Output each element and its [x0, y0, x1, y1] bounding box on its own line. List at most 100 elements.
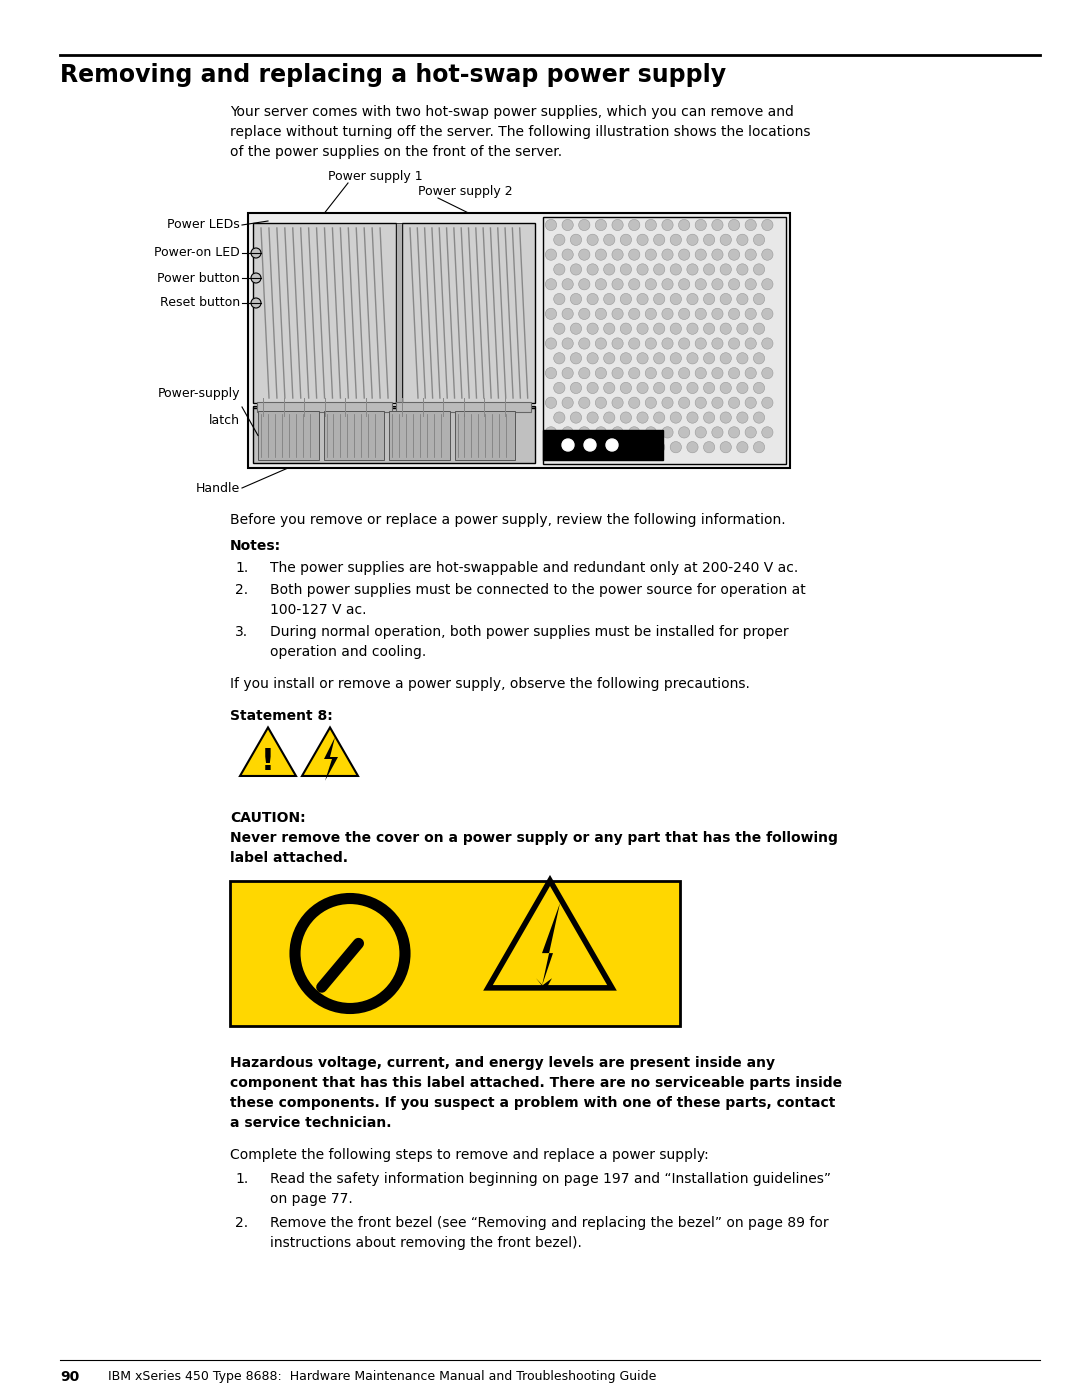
- Polygon shape: [488, 880, 612, 988]
- Circle shape: [703, 441, 715, 453]
- Circle shape: [604, 323, 615, 334]
- Circle shape: [545, 309, 556, 320]
- Circle shape: [554, 412, 565, 423]
- Text: Complete the following steps to remove and replace a power supply:: Complete the following steps to remove a…: [230, 1148, 708, 1162]
- Circle shape: [570, 383, 582, 394]
- Circle shape: [251, 272, 261, 284]
- Circle shape: [570, 412, 582, 423]
- Circle shape: [687, 293, 698, 305]
- Text: !: !: [261, 747, 275, 775]
- Circle shape: [712, 309, 723, 320]
- Circle shape: [653, 264, 665, 275]
- Circle shape: [678, 338, 690, 349]
- Circle shape: [579, 426, 590, 439]
- Circle shape: [545, 278, 556, 291]
- Circle shape: [745, 338, 756, 349]
- Circle shape: [696, 367, 706, 379]
- Circle shape: [696, 338, 706, 349]
- Text: Your server comes with two hot-swap power supplies, which you can remove and: Your server comes with two hot-swap powe…: [230, 105, 794, 119]
- Circle shape: [612, 338, 623, 349]
- Text: Handle: Handle: [195, 482, 240, 495]
- Circle shape: [620, 383, 632, 394]
- Circle shape: [637, 412, 648, 423]
- Circle shape: [579, 249, 590, 260]
- Text: Hazardous voltage, current, and energy levels are present inside any: Hazardous voltage, current, and energy l…: [230, 1056, 775, 1070]
- Circle shape: [251, 298, 261, 307]
- Circle shape: [720, 264, 731, 275]
- Bar: [230, 882, 680, 1025]
- Circle shape: [645, 426, 657, 439]
- Circle shape: [645, 249, 657, 260]
- Circle shape: [703, 352, 715, 365]
- Circle shape: [595, 249, 607, 260]
- Circle shape: [728, 278, 740, 291]
- Circle shape: [687, 323, 698, 334]
- Circle shape: [712, 219, 723, 231]
- Circle shape: [586, 235, 598, 246]
- Circle shape: [562, 439, 573, 451]
- Circle shape: [687, 412, 698, 423]
- Circle shape: [703, 323, 715, 334]
- Circle shape: [703, 383, 715, 394]
- Circle shape: [604, 383, 615, 394]
- Circle shape: [761, 219, 773, 231]
- Text: a service technician.: a service technician.: [230, 1116, 391, 1130]
- Circle shape: [562, 426, 573, 439]
- Circle shape: [745, 426, 756, 439]
- Bar: [258, 411, 319, 460]
- Circle shape: [620, 323, 632, 334]
- Text: Power button: Power button: [158, 271, 240, 285]
- Circle shape: [612, 397, 623, 408]
- Circle shape: [720, 293, 731, 305]
- Circle shape: [604, 412, 615, 423]
- Circle shape: [737, 383, 748, 394]
- Circle shape: [754, 412, 765, 423]
- Text: 100-127 V ac.: 100-127 V ac.: [270, 604, 366, 617]
- Bar: [248, 212, 789, 468]
- Circle shape: [620, 235, 632, 246]
- Circle shape: [645, 367, 657, 379]
- Text: Power-on LED: Power-on LED: [154, 246, 240, 260]
- Text: 1.: 1.: [235, 1172, 248, 1186]
- Text: Both power supplies must be connected to the power source for operation at: Both power supplies must be connected to…: [270, 583, 806, 597]
- Circle shape: [671, 323, 681, 334]
- Circle shape: [662, 249, 673, 260]
- Circle shape: [604, 352, 615, 365]
- Circle shape: [754, 293, 765, 305]
- Circle shape: [737, 293, 748, 305]
- Circle shape: [545, 249, 556, 260]
- Circle shape: [720, 412, 731, 423]
- Circle shape: [696, 219, 706, 231]
- Bar: [543, 217, 786, 464]
- Circle shape: [728, 219, 740, 231]
- Circle shape: [662, 426, 673, 439]
- Circle shape: [612, 278, 623, 291]
- Circle shape: [604, 235, 615, 246]
- Circle shape: [637, 441, 648, 453]
- Circle shape: [637, 293, 648, 305]
- Circle shape: [584, 439, 596, 451]
- Circle shape: [712, 249, 723, 260]
- Circle shape: [720, 352, 731, 365]
- Circle shape: [737, 235, 748, 246]
- Circle shape: [737, 323, 748, 334]
- Circle shape: [579, 338, 590, 349]
- Circle shape: [687, 441, 698, 453]
- Circle shape: [579, 219, 590, 231]
- Circle shape: [712, 278, 723, 291]
- Circle shape: [554, 352, 565, 365]
- Circle shape: [728, 309, 740, 320]
- Circle shape: [687, 383, 698, 394]
- Circle shape: [687, 264, 698, 275]
- Text: component that has this label attached. There are no serviceable parts inside: component that has this label attached. …: [230, 1076, 842, 1090]
- Polygon shape: [324, 738, 338, 781]
- Text: Remove the front bezel (see “Removing and replacing the bezel” on page 89 for: Remove the front bezel (see “Removing an…: [270, 1215, 828, 1229]
- Circle shape: [754, 323, 765, 334]
- Circle shape: [579, 397, 590, 408]
- Text: The power supplies are hot-swappable and redundant only at 200-240 V ac.: The power supplies are hot-swappable and…: [270, 562, 798, 576]
- Circle shape: [696, 278, 706, 291]
- Bar: [402, 224, 535, 402]
- Text: operation and cooling.: operation and cooling.: [270, 645, 427, 659]
- Circle shape: [629, 278, 639, 291]
- Circle shape: [696, 426, 706, 439]
